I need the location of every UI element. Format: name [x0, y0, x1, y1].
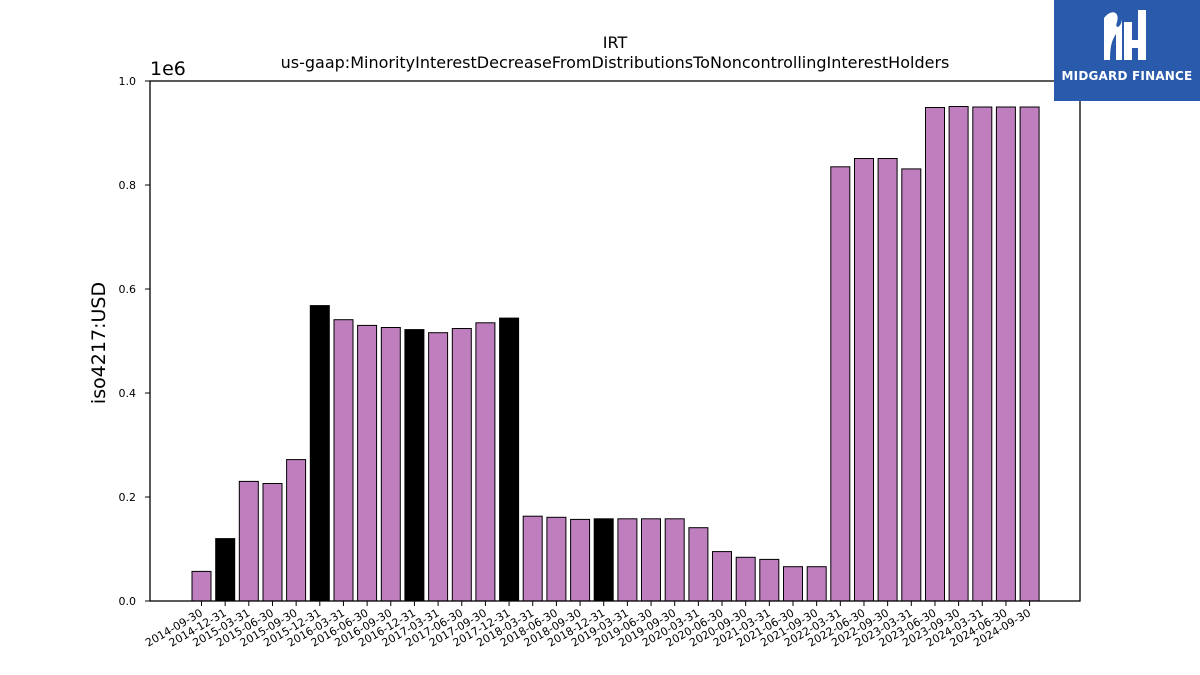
y-tick-label: 0.4 [119, 387, 137, 400]
bar-2023-09-30 [948, 106, 969, 602]
bar-2019-09-30 [664, 518, 685, 602]
bar-2021-09-30 [806, 566, 827, 602]
bar-2023-03-31 [901, 168, 922, 602]
y-tick-label: 0.0 [119, 595, 137, 608]
bar-2018-06-30 [546, 516, 567, 602]
y-tick-label: 0.8 [119, 179, 137, 192]
bar-2020-09-30 [735, 556, 756, 602]
bar-2016-09-30 [380, 327, 401, 602]
bar-2024-09-30 [1019, 106, 1040, 602]
chart-subtitle: us-gaap:MinorityInterestDecreaseFromDist… [281, 53, 950, 72]
bar-2015-03-31 [238, 480, 259, 602]
midgard-finance-logo: MIDGARD FINANCE [1054, 0, 1200, 101]
bar-2021-06-30 [783, 566, 803, 602]
bar-2022-06-30 [854, 158, 874, 602]
bar-2019-06-30 [641, 518, 661, 602]
y-tick-label: 0.2 [119, 491, 137, 504]
bar-2022-09-30 [877, 158, 898, 602]
bar-2017-06-30 [451, 328, 472, 602]
bar-2018-09-30 [570, 518, 591, 602]
bar-2023-06-30 [925, 107, 945, 602]
bar-2021-03-31 [759, 558, 780, 602]
midgard-logo-icon [1104, 10, 1146, 61]
chart-title: IRT [603, 33, 628, 52]
bar-2015-06-30 [262, 483, 283, 602]
y-scale-label: 1e6 [150, 58, 186, 80]
bar-2018-03-31 [522, 515, 543, 602]
bar-2016-12-31 [404, 329, 425, 602]
y-axis-label: iso4217:USD [88, 282, 110, 404]
bar-2016-06-30 [357, 324, 378, 602]
bar-2018-12-31 [593, 518, 614, 602]
logo-text: MIDGARD FINANCE [1061, 69, 1193, 83]
bar-2017-03-31 [428, 332, 449, 602]
bar-2024-06-30 [995, 106, 1016, 602]
y-tick-label: 0.6 [119, 283, 137, 296]
bar-2022-03-31 [830, 166, 851, 602]
bar-2020-06-30 [712, 551, 732, 602]
bar-2024-03-31 [972, 106, 993, 602]
bar-2019-03-31 [617, 518, 638, 602]
plot-frame [149, 80, 1081, 602]
bar-2015-12-31 [309, 305, 330, 602]
bar-2014-12-31 [215, 538, 236, 602]
bar-2014-09-30 [191, 570, 212, 602]
bar-2020-03-31 [688, 527, 709, 602]
bar-2016-03-31 [333, 319, 354, 602]
bar-2017-12-31 [499, 317, 520, 602]
bar-2015-09-30 [286, 459, 307, 602]
y-tick-label: 1.0 [119, 75, 137, 88]
bar-2017-09-30 [475, 322, 496, 602]
